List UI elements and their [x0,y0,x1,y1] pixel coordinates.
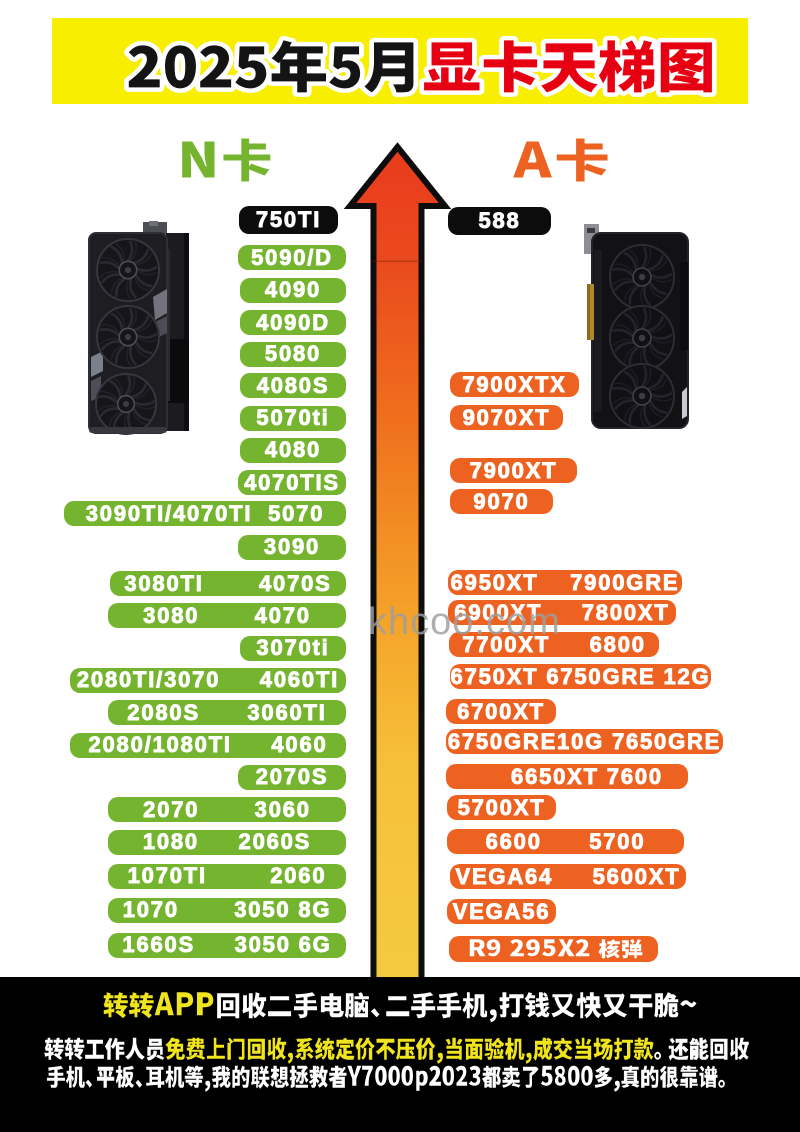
nvidia-header-svg [182,138,271,181]
gpu-pill-nvidia: 2070 3060 [108,796,346,822]
gpu-pill-label: 5080 [264,341,322,367]
gpu-pill-label: 6700XT [457,698,545,724]
gpu-pill-amd: 6900XT 7800XT [448,599,676,625]
gpu-pill-amd: 9070 [450,488,553,514]
gpu-pill-amd: VEGA64 5600XT [450,863,686,889]
nvidia-gpu-photo [88,221,189,436]
gpu-pill-amd: 7700XT 6800 [449,631,659,657]
gpu-pill-label: 4090D [256,309,330,335]
gpu-pill-label: 3080TI 4070S [124,570,332,596]
gpu-pill-label: 3080 4070 [143,602,311,628]
gpu-pill-nvidia: 5080 [240,341,346,367]
gpu-pill-label: 1080 2060S [142,829,312,855]
gpu-pill-label: 6900XT 7800XT [454,599,670,625]
amd-header-svg [512,138,608,181]
gpu-pill-label: 2070 3060 [143,796,311,822]
tier-arrow [343,142,452,986]
gpu-pill-label: 6650XT 7600 [511,763,663,789]
gpu-pill-nvidia: 1080 2060S [108,829,346,855]
gpu-pill-nvidia: 2070S [238,764,346,790]
amd-gpu-photo [584,224,689,429]
gpu-pill-label: 1660S 3050 6G [122,932,332,958]
gpu-pill-amd: 7900XT [450,457,577,483]
gpu-pill-nvidia: 3080TI 4070S [110,570,346,596]
amd-top-pill: 588 [448,207,551,235]
gpu-pill-nvidia: 2080TI/3070 4060TI [70,667,346,693]
gpu-pill-nvidia: 1660S 3050 6G [108,932,346,958]
gpu-pill-nvidia: 2080S 3060TI [108,699,346,725]
gpu-pill-amd: 7900XTX [450,371,579,397]
gpu-pill-label: 5070ti [256,405,330,431]
gpu-pill-nvidia: 3090 [238,534,346,560]
gpu-pill-amd: 6750GRE10G 7650GRE [446,728,723,754]
gpu-pill-nvidia: 4070TIS [238,469,346,495]
gpu-pill-label: 2080/1080TI 4060 [88,732,328,758]
gpu-pill-label: 750TI [255,207,322,233]
gpu-pill-amd: 6700XT [446,698,556,724]
gpu-pill-label: VEGA56 [452,898,551,924]
gpu-pill-label: 5090/D [251,244,333,270]
gpu-pill-label: 4080S [256,372,330,398]
gpu-pill-label: 7900XTX [462,371,567,397]
gpu-pill-nvidia: 2080/1080TI 4060 [70,732,346,758]
poster-title-svg [124,35,717,97]
gpu-pill-label: 9070XT [462,404,551,430]
gpu-pill-label: 5700XT [457,794,546,820]
gpu-pill-label: 1070 3050 8G [122,897,332,923]
gpu-pill-label: 6950XT 7900GRE [450,569,680,595]
gpu-pill-label: 4090 [264,277,322,303]
gpu-pill-label: 4070TIS [244,469,340,495]
gpu-pill-amd: 9070XT [450,404,563,430]
gpu-pill-label: 9070 [473,488,530,514]
gpu-pill-nvidia: 5070ti [240,405,346,431]
footer-line3-svg [46,1065,725,1092]
gpu-pill-nvidia: 4090 [240,277,346,303]
gpu-pill-label: 3090 [263,534,321,560]
gpu-pill-amd: 6650XT 7600 [446,763,688,789]
watermark-text: khcoo.com [368,601,561,643]
gpu-pill-label: 2070S [255,764,329,790]
gpu-pill-amd: R9 295X2 核弹 [449,936,658,962]
gpu-pill-nvidia: 4080 [240,437,346,463]
gpu-pill-amd: 6600 5700 [447,828,684,854]
gpu-pill-label: 7700XT 6800 [462,631,646,657]
gpu-pill-nvidia: 5090/D [238,244,346,270]
nvidia-top-pill: 750TI [239,206,338,234]
gpu-pill-label: 6750GRE10G 7650GRE [447,728,722,754]
gpu-pill-amd: 5700XT [447,794,556,820]
gpu-pill-label: 1070TI 2060 [127,863,327,889]
gpu-pill-nvidia: 1070 3050 8G [108,897,346,923]
amd-pill-r9-text-svg [469,939,642,959]
gpu-pill-nvidia: 3090TI/4070TI 5070 [64,500,346,526]
gpu-pill-nvidia: 4090D [240,309,346,335]
gpu-pill-nvidia: 4080S [240,372,346,398]
gpu-pill-label: 6600 5700 [485,828,646,854]
gpu-pill-label: 2080TI/3070 4060TI [76,667,340,693]
gpu-pill-label: 3070ti [256,635,330,661]
footer-line2-svg [43,1037,749,1064]
gpu-pill-label: 7900XT [469,457,558,483]
gpu-pill-nvidia: 3070ti [240,635,346,661]
gpu-pill-label: VEGA64 5600XT [455,863,681,889]
footer-line1-svg [103,991,697,1022]
gpu-pill-label: 4080 [264,437,322,463]
gpu-pill-label: 2080S 3060TI [127,699,327,725]
gpu-pill-label: 588 [478,208,521,234]
gpu-pill-nvidia: 1070TI 2060 [108,863,346,889]
gpu-pill-amd: 6950XT 7900GRE [448,569,682,595]
gpu-pill-nvidia: 3080 4070 [108,602,346,628]
gpu-pill-amd: 6750XT 6750GRE 12G [450,663,711,689]
gpu-pill-amd: VEGA56 [447,898,556,924]
gpu-pill-label: 3090TI/4070TI 5070 [85,500,325,526]
gpu-pill-label: 6750XT 6750GRE 12G [450,663,711,689]
